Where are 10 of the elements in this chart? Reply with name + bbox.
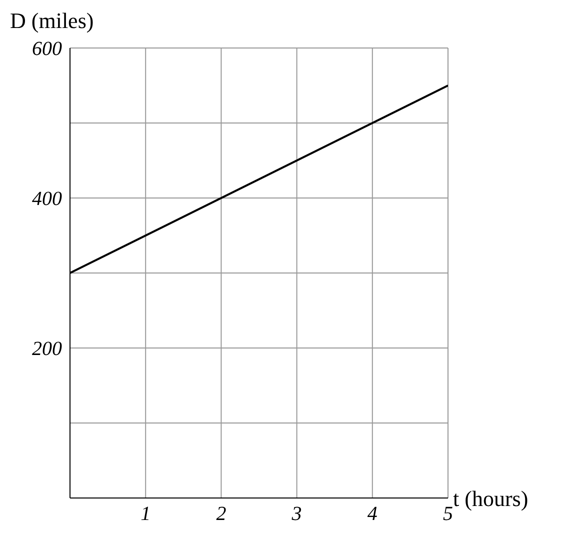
y-tick-label: 600 [32,38,62,60]
x-tick-label: 5 [443,503,453,526]
x-tick-label: 1 [140,503,151,526]
x-tick-label: 4 [367,503,378,526]
y-tick-label: 200 [32,338,62,360]
x-tick-label: 3 [290,503,302,526]
x-tick-label: 2 [216,503,226,526]
x-axis-title: t (hours) [453,486,528,512]
y-tick-label: 400 [32,188,62,210]
y-axis-title: D (miles) [10,8,94,34]
